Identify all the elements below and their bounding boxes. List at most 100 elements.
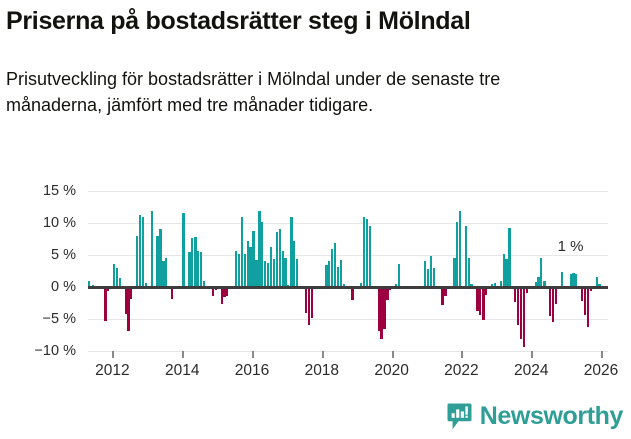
bar — [310, 287, 313, 318]
bar — [246, 240, 249, 287]
gridline — [88, 191, 608, 192]
bar — [560, 271, 564, 287]
bar — [293, 240, 296, 287]
bar — [136, 235, 139, 287]
bar — [328, 261, 331, 287]
bar — [258, 211, 261, 287]
bar — [333, 243, 337, 287]
bar — [362, 216, 366, 287]
bar — [575, 273, 578, 287]
brand-name: Newsworthy — [479, 401, 624, 430]
bar — [572, 272, 575, 287]
bar — [124, 287, 127, 314]
bar — [127, 287, 130, 331]
bar — [182, 213, 185, 287]
gridline — [88, 223, 608, 224]
bar — [569, 274, 572, 287]
y-axis-tick-label: 10 % — [42, 215, 76, 231]
bar — [441, 287, 444, 305]
x-axis-tick — [601, 351, 604, 358]
y-axis-tick-label: 15 % — [42, 183, 76, 199]
bar — [269, 247, 273, 287]
bar — [470, 284, 473, 287]
bar — [339, 260, 342, 287]
bar — [162, 261, 165, 287]
bar — [583, 287, 587, 316]
bar — [325, 265, 328, 287]
bar — [517, 287, 520, 326]
bar — [304, 287, 307, 313]
x-axis-tick-label: 2024 — [513, 362, 549, 379]
bar — [234, 251, 238, 287]
bar — [482, 287, 485, 321]
bar — [141, 216, 145, 287]
bar — [493, 283, 497, 287]
bar — [194, 237, 197, 287]
bar — [423, 261, 427, 287]
bar — [249, 247, 252, 287]
bar — [386, 287, 389, 300]
x-axis-tick — [252, 351, 255, 358]
bar — [88, 280, 91, 287]
bar — [525, 287, 529, 294]
bar — [554, 287, 558, 304]
x-axis-tick-label: 2012 — [95, 362, 130, 379]
bar — [266, 262, 270, 287]
gridline — [88, 255, 608, 256]
bar — [255, 260, 258, 287]
x-axis-tick — [391, 351, 394, 358]
bar — [365, 219, 368, 287]
bar — [519, 287, 523, 340]
x-axis-tick-label: 2022 — [444, 362, 479, 379]
bar — [490, 284, 494, 287]
bar — [220, 287, 223, 304]
bar — [197, 251, 200, 287]
last-value-annotation: 1 % — [557, 238, 584, 255]
bar — [295, 258, 299, 287]
bar — [485, 287, 488, 295]
bar — [383, 287, 386, 329]
bar — [104, 287, 107, 321]
bar-chart-speech-bubble-icon — [447, 403, 472, 430]
bar — [523, 287, 526, 348]
bar — [368, 225, 372, 287]
bar — [552, 287, 555, 322]
bar — [278, 229, 282, 287]
bar — [156, 235, 159, 287]
bar — [237, 253, 241, 287]
bar — [264, 261, 267, 287]
bar — [432, 267, 435, 287]
plot-area: 15 % 10 % 5 % 0 % −5 % −10 % 2012 2014 2016 2018… — [0, 178, 631, 379]
bar — [464, 225, 468, 287]
bar — [199, 252, 203, 287]
bar — [505, 258, 508, 287]
bar — [144, 283, 148, 287]
bar — [514, 287, 517, 303]
x-axis-tick — [461, 351, 464, 358]
bar — [281, 251, 284, 287]
bar — [275, 231, 278, 287]
bar-series — [88, 178, 608, 378]
bar — [165, 257, 168, 287]
bar — [150, 211, 153, 287]
zero-line — [88, 286, 608, 289]
bar — [444, 287, 447, 296]
bar — [426, 269, 430, 287]
bar — [476, 287, 479, 312]
bar — [453, 257, 456, 287]
x-axis-tick — [531, 351, 534, 358]
x-axis-tick-label: 2020 — [374, 362, 409, 379]
bar — [534, 281, 537, 287]
bar — [456, 221, 459, 287]
x-axis-tick-label: 2026 — [583, 362, 619, 379]
chart-title: Priserna på bostadsrätter steg i Mölndal — [6, 7, 471, 35]
x-axis-tick-label: 2016 — [234, 362, 270, 379]
y-axis-tick-label: −10 % — [34, 343, 76, 359]
bar — [243, 254, 247, 287]
bar — [188, 252, 191, 287]
bar — [429, 256, 433, 287]
bar — [130, 287, 133, 299]
bar — [377, 287, 380, 331]
chart-subtitle: Prisutveckling för bostadsrätter i Mölnd… — [6, 69, 501, 115]
